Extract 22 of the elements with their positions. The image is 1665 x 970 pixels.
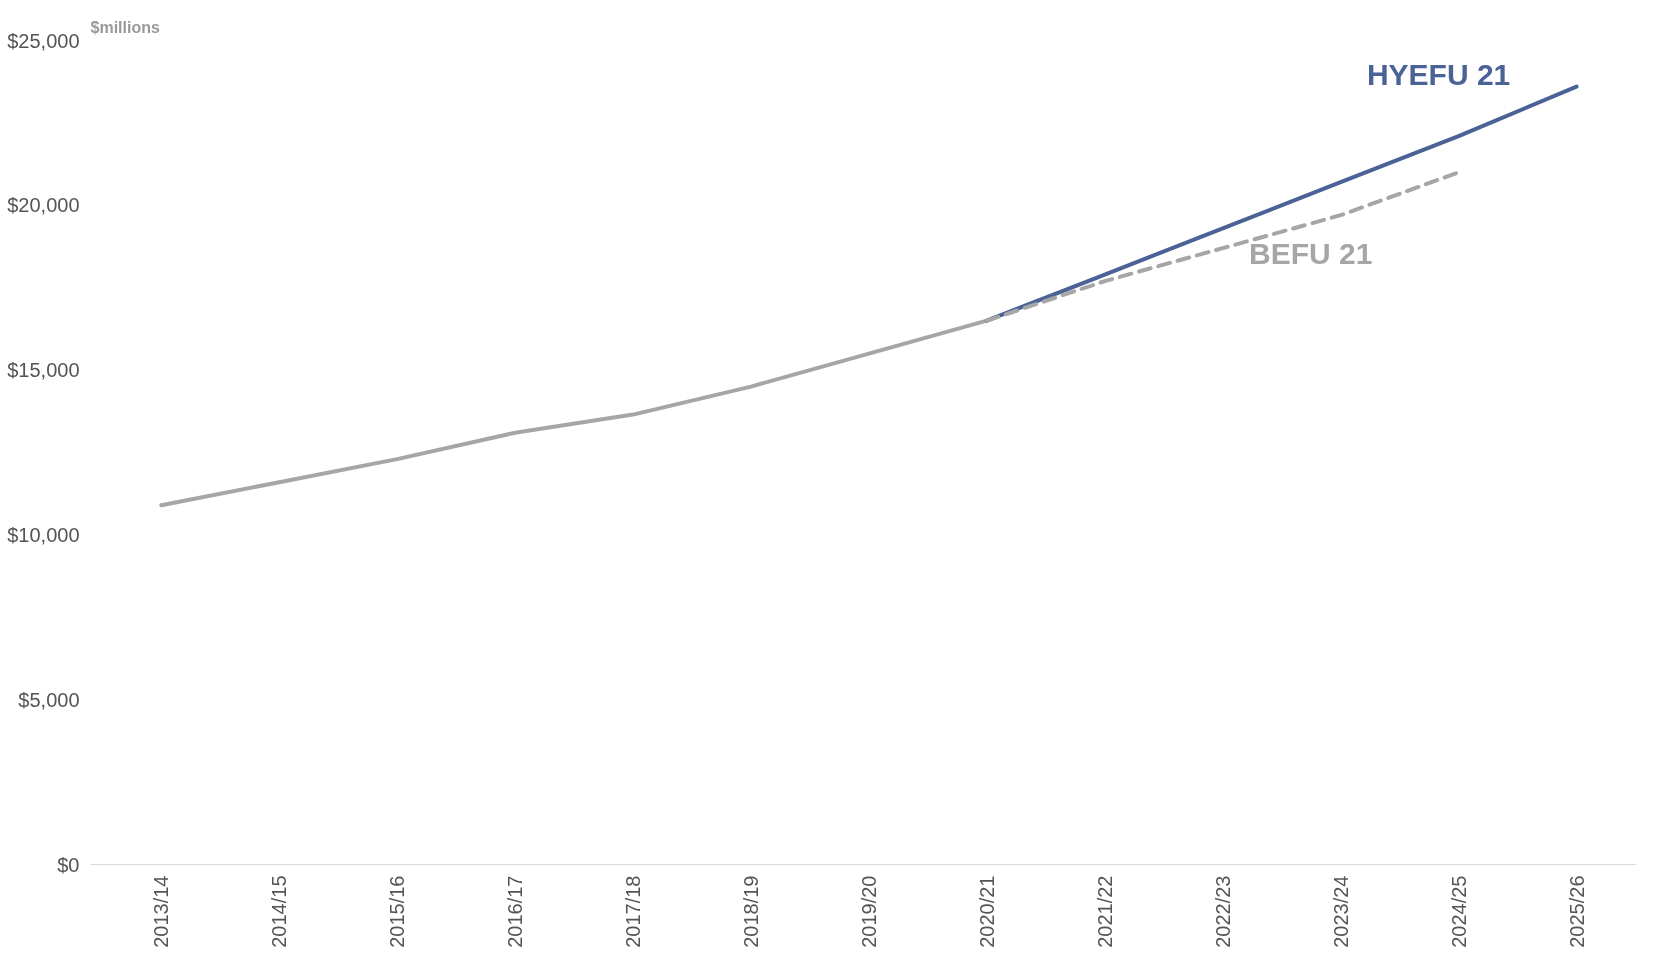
series-label: BEFU 21 [1248,237,1373,271]
y-tick-label: $5,000 [18,688,80,711]
x-tick-label: 2013/14 [150,875,173,948]
x-tick-label: 2017/18 [622,875,645,948]
y-tick-label: $15,000 [7,359,80,382]
y-tick-label: $0 [57,853,80,876]
x-tick-label: 2023/24 [1329,875,1352,948]
y-tick-label: $20,000 [7,194,80,217]
y-tick-label: $10,000 [7,523,80,546]
x-tick-label: 2019/20 [857,875,880,948]
x-tick-label: 2018/19 [739,875,762,948]
x-tick-label: 2024/25 [1447,875,1470,948]
y-tick-label: $25,000 [7,29,80,52]
x-tick-label: 2014/15 [268,875,291,948]
x-tick-label: 2016/17 [504,875,527,948]
x-tick-label: 2020/21 [975,875,998,948]
y-axis-title: $millions [90,18,160,36]
x-tick-label: 2025/26 [1565,875,1588,948]
x-tick-label: 2021/22 [1093,875,1116,948]
x-tick-label: 2022/23 [1211,875,1234,948]
series-label: HYEFU 21 [1366,58,1511,92]
x-tick-label: 2015/16 [386,875,409,948]
